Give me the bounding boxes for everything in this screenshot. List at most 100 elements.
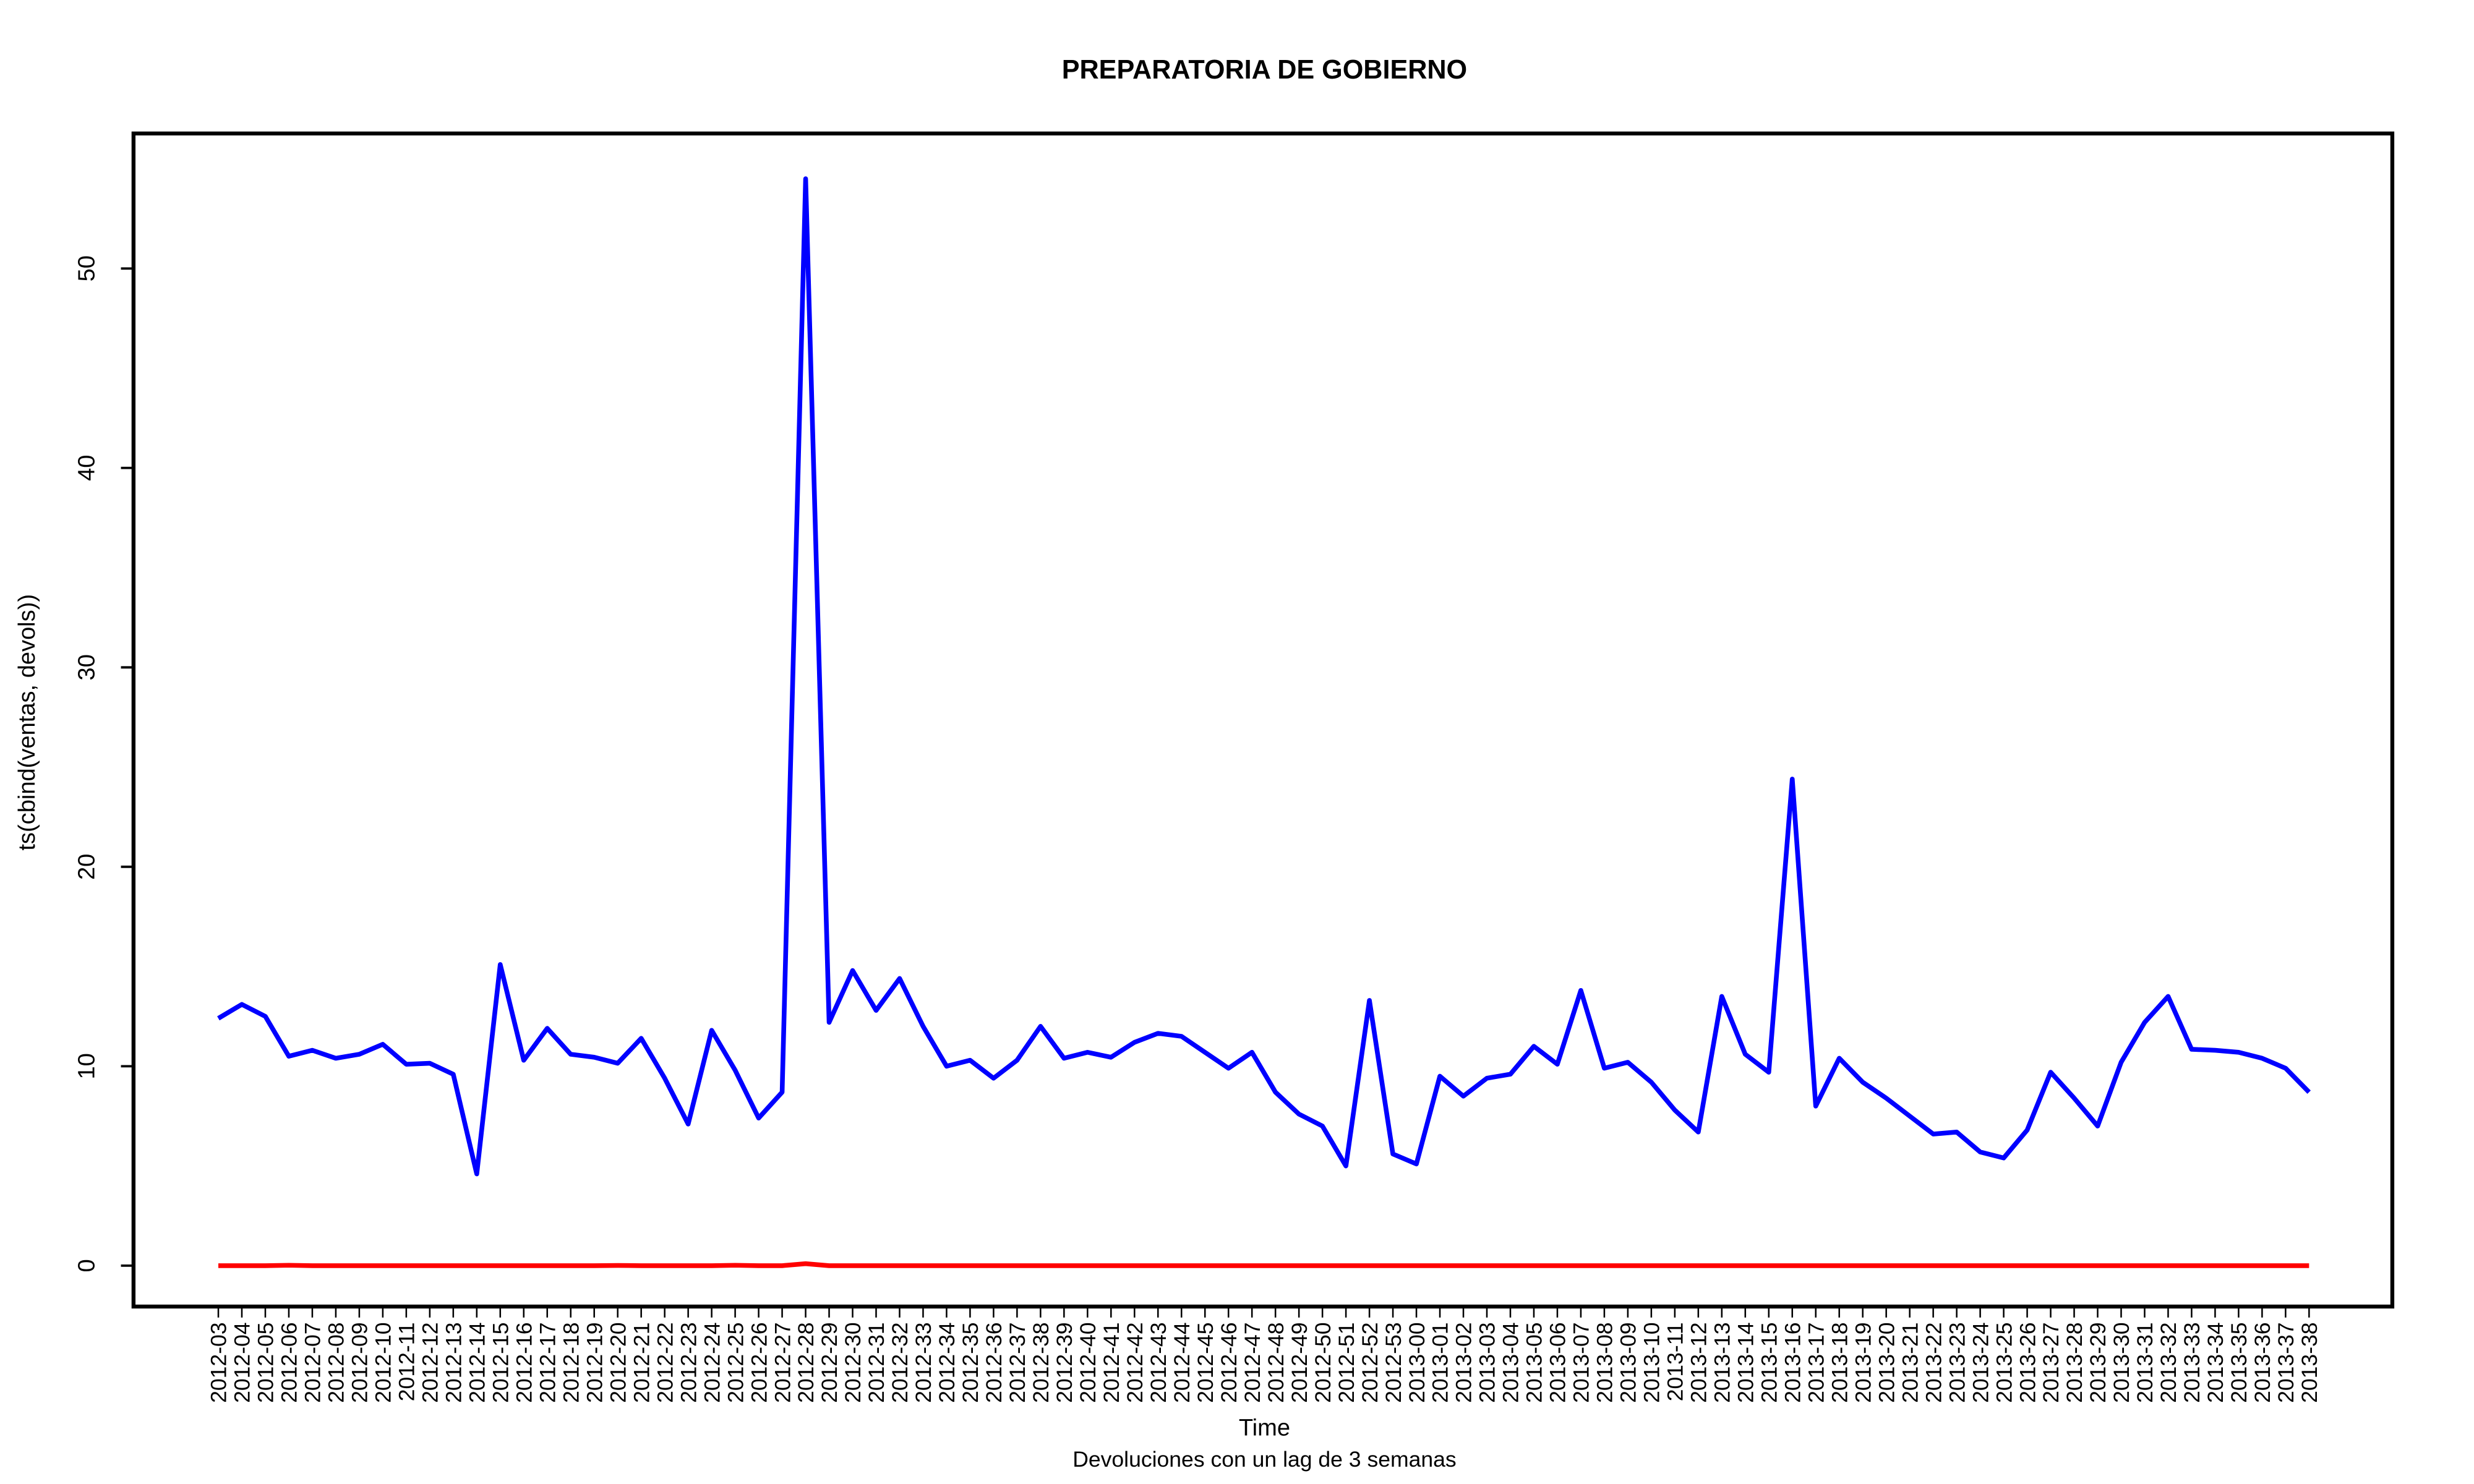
x-tick-label: 2012-20 <box>606 1322 630 1402</box>
x-tick-label: 2013-35 <box>2227 1322 2251 1402</box>
x-tick-label: 2013-33 <box>2180 1322 2204 1402</box>
x-tick-label: 2013-37 <box>2274 1322 2298 1402</box>
x-tick-label: 2012-43 <box>1146 1322 1171 1402</box>
chart-title: PREPARATORIA DE GOBIERNO <box>1062 55 1467 85</box>
x-tick-label: 2013-16 <box>1780 1322 1805 1402</box>
x-tick-label: 2012-49 <box>1287 1322 1312 1402</box>
x-tick-label: 2012-33 <box>911 1322 936 1402</box>
x-tick-label: 2013-19 <box>1851 1322 1875 1402</box>
x-tick-label: 2013-34 <box>2203 1322 2228 1402</box>
x-tick-label: 2013-17 <box>1804 1322 1828 1402</box>
x-tick-label: 2013-13 <box>1710 1322 1735 1402</box>
x-tick-label: 2012-31 <box>864 1322 889 1402</box>
x-tick-label: 2013-11 <box>1663 1322 1688 1401</box>
x-tick-label: 2013-25 <box>1992 1322 2016 1402</box>
x-tick-label: 2012-32 <box>888 1322 912 1402</box>
x-tick-label: 2013-32 <box>2156 1322 2181 1402</box>
x-tick-label: 2013-29 <box>2086 1322 2110 1402</box>
x-tick-label: 2012-13 <box>442 1322 466 1402</box>
x-tick-label: 2012-53 <box>1381 1322 1406 1402</box>
x-tick-label: 2012-11 <box>395 1322 419 1401</box>
x-tick-label: 2013-22 <box>1921 1322 1946 1402</box>
x-tick-label: 2012-44 <box>1170 1322 1194 1402</box>
y-tick-label: 30 <box>74 654 100 680</box>
x-tick-label: 2012-22 <box>653 1322 677 1402</box>
x-tick-label: 2012-18 <box>559 1322 583 1402</box>
x-tick-label: 2012-48 <box>1264 1322 1288 1402</box>
x-tick-label: 2013-28 <box>2062 1322 2087 1402</box>
x-tick-label: 2013-06 <box>1546 1322 1570 1402</box>
x-tick-label: 2013-38 <box>2297 1322 2322 1402</box>
y-tick-label: 0 <box>74 1259 100 1272</box>
x-tick-label: 2013-23 <box>1945 1322 1969 1402</box>
plot-frame <box>131 131 2395 1309</box>
x-tick-label: 2012-50 <box>1311 1322 1335 1402</box>
x-tick-label: 2013-04 <box>1499 1322 1523 1402</box>
y-tick-label: 40 <box>74 455 100 481</box>
x-tick-label: 2012-09 <box>348 1322 372 1402</box>
x-tick-label: 2012-46 <box>1217 1322 1241 1402</box>
x-tick-label: 2012-16 <box>511 1322 536 1402</box>
x-tick-label: 2012-41 <box>1099 1322 1124 1402</box>
x-tick-label: 2013-31 <box>2133 1322 2157 1402</box>
x-tick-label: 2013-05 <box>1522 1322 1547 1402</box>
x-tick-label: 2012-24 <box>700 1322 724 1402</box>
subtitle: Devoluciones con un lag de 3 semanas <box>1072 1447 1457 1472</box>
x-tick-label: 2013-00 <box>1405 1322 1429 1402</box>
x-tick-label: 2012-26 <box>747 1322 771 1402</box>
x-tick-label: 2012-42 <box>1123 1322 1147 1402</box>
x-tick-label: 2012-34 <box>935 1322 959 1402</box>
x-tick-label: 2012-27 <box>770 1322 795 1402</box>
y-tick-label: 20 <box>74 854 100 880</box>
x-tick-label: 2013-07 <box>1569 1322 1594 1402</box>
x-tick-label: 2012-23 <box>676 1322 701 1402</box>
x-tick-label: 2012-47 <box>1240 1322 1265 1402</box>
x-tick-label: 2012-05 <box>254 1322 278 1402</box>
x-tick-label: 2013-21 <box>1898 1322 1922 1402</box>
y-tick-label: 10 <box>74 1053 100 1079</box>
y-axis-label: ts(cbind(ventas, devols)) <box>14 594 40 851</box>
x-axis-label: Time <box>1239 1415 1290 1441</box>
x-tick-label: 2012-07 <box>301 1322 325 1402</box>
x-tick-label: 2012-12 <box>418 1322 443 1402</box>
data-line <box>218 1261 2309 1268</box>
x-tick-label: 2012-06 <box>277 1322 302 1402</box>
x-tick-label: 2012-52 <box>1358 1322 1382 1402</box>
x-tick-label: 2012-14 <box>465 1322 490 1402</box>
x-tick-label: 2013-36 <box>2250 1322 2275 1402</box>
x-tick-label: 2013-18 <box>1827 1322 1852 1402</box>
x-tick-label: 2012-38 <box>1029 1322 1053 1402</box>
x-tick-label: 2012-28 <box>794 1322 818 1402</box>
x-tick-label: 2013-26 <box>2015 1322 2040 1402</box>
x-tick-label: 2012-08 <box>324 1322 349 1402</box>
x-tick-label: 2013-08 <box>1593 1322 1617 1402</box>
x-tick-label: 2012-19 <box>582 1322 607 1402</box>
x-tick-label: 2012-40 <box>1076 1322 1100 1402</box>
x-tick-label: 2012-17 <box>535 1322 560 1402</box>
y-tick-label: 50 <box>74 255 100 281</box>
x-tick-label: 2013-20 <box>1874 1322 1899 1402</box>
x-tick-label: 2012-15 <box>488 1322 513 1402</box>
x-tick-label: 2013-14 <box>1733 1322 1758 1402</box>
x-tick-label: 2012-36 <box>982 1322 1006 1402</box>
x-tick-label: 2012-30 <box>841 1322 865 1402</box>
x-tick-label: 2012-03 <box>207 1322 231 1402</box>
x-tick-label: 2012-25 <box>723 1322 748 1402</box>
x-tick-label: 2013-09 <box>1616 1322 1641 1402</box>
x-tick-label: 2012-10 <box>371 1322 396 1402</box>
x-tick-label: 2013-01 <box>1428 1322 1453 1402</box>
x-tick-label: 2012-39 <box>1052 1322 1077 1402</box>
x-tick-label: 2012-51 <box>1334 1322 1359 1402</box>
x-tick-label: 2013-30 <box>2109 1322 2134 1402</box>
x-tick-label: 2013-15 <box>1757 1322 1781 1402</box>
x-tick-label: 2012-35 <box>958 1322 983 1402</box>
x-tick-label: 2013-10 <box>1640 1322 1664 1402</box>
x-tick-label: 2013-03 <box>1475 1322 1500 1402</box>
x-tick-label: 2013-02 <box>1452 1322 1476 1402</box>
data-line <box>217 176 2311 1177</box>
x-tick-label: 2013-24 <box>1968 1322 1993 1402</box>
x-tick-label: 2012-21 <box>629 1322 654 1402</box>
x-tick-label: 2013-12 <box>1687 1322 1711 1402</box>
